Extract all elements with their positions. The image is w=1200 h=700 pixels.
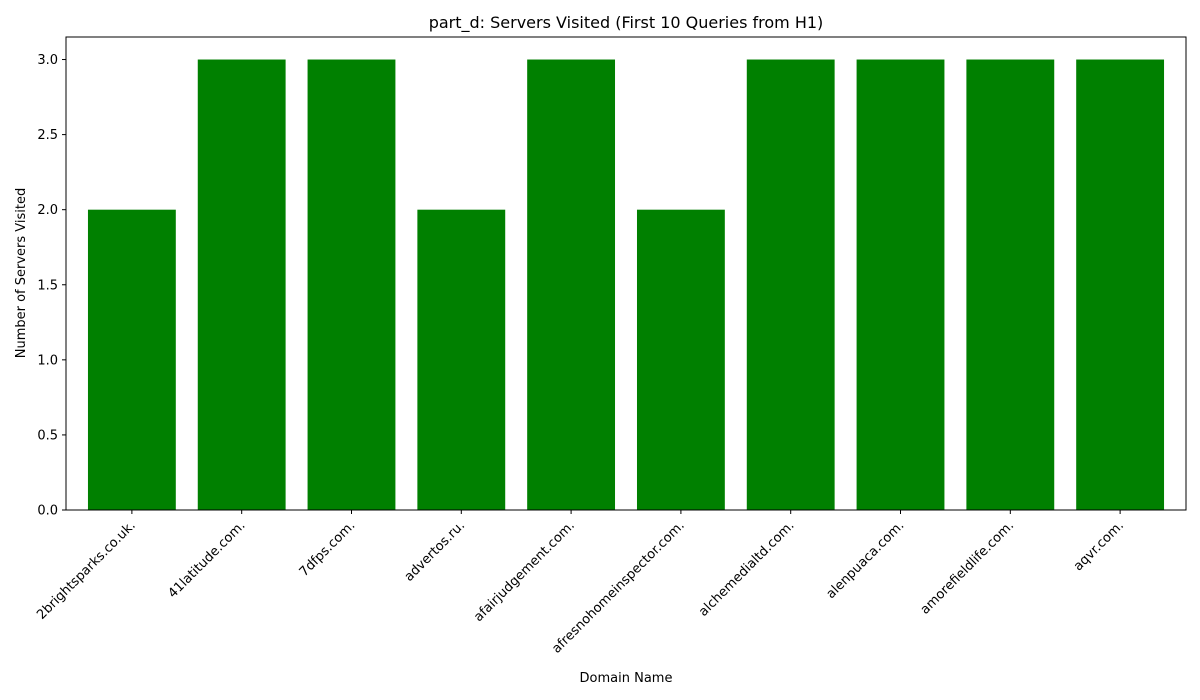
bars — [87, 59, 1165, 511]
bar-7dfps-com — [307, 59, 396, 511]
x-tick-label: 2brightsparks.co.uk. — [34, 518, 138, 622]
bar-alchemedialtd-com — [746, 59, 835, 511]
y-axis: 0.0 0.5 1.0 1.5 2.0 2.5 3.0 — [37, 53, 66, 519]
y-tick-label: 3.0 — [37, 53, 58, 68]
bar-afresnohomeinspector-com — [636, 209, 725, 510]
x-tick-label: afairjudgement.com. — [471, 518, 578, 625]
x-tick-label: afresnohomeinspector.com. — [549, 518, 687, 656]
y-tick-label: 0.5 — [37, 428, 58, 443]
bar-41latitude-com — [197, 59, 286, 511]
bar-alenpuaca-com — [856, 59, 945, 511]
y-tick-label: 2.5 — [37, 128, 58, 143]
y-axis-label: Number of Servers Visited — [14, 188, 29, 359]
x-tick-label: 7dfps.com. — [297, 518, 359, 580]
bar-2brightsparks-co-uk — [87, 209, 176, 510]
x-tick-label: alenpuaca.com. — [824, 518, 908, 602]
x-tick-label: amorefieldlife.com. — [918, 518, 1017, 617]
bar-aqvr-com — [1076, 59, 1165, 511]
x-axis: 2brightsparks.co.uk. 41latitude.com. 7dfps… — [34, 510, 1127, 657]
x-tick-label: aqvr.com. — [1071, 518, 1127, 574]
y-tick-label: 2.0 — [37, 203, 58, 218]
chart-title: part_d: Servers Visited (First 10 Querie… — [429, 13, 824, 33]
x-tick-label: 41latitude.com. — [165, 518, 248, 601]
bar-advertos-ru — [417, 209, 506, 510]
y-tick-label: 1.5 — [37, 278, 58, 293]
bar-afairjudgement-com — [527, 59, 616, 511]
plot-frame — [65, 36, 1187, 511]
y-tick-label: 1.0 — [37, 353, 58, 368]
x-tick-label: advertos.ru. — [402, 518, 468, 584]
x-tick-label: alchemedialtd.com. — [696, 518, 797, 619]
bar-amorefieldlife-com — [966, 59, 1055, 511]
y-tick-label: 0.0 — [37, 504, 58, 519]
x-axis-label: Domain Name — [580, 671, 673, 686]
